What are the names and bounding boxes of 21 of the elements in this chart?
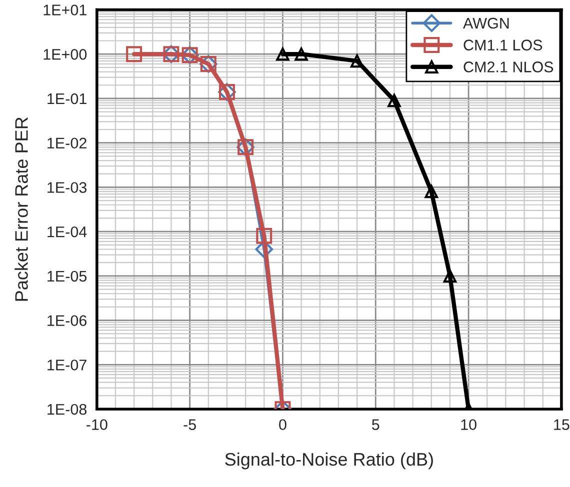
y-tick-label: 1E-03 <box>48 182 87 193</box>
x-tick-label: 10 <box>461 419 476 430</box>
y-tick-label: 1E-01 <box>48 93 86 104</box>
y-tick-label: 1E-05 <box>48 270 87 282</box>
y-tick-label: 1E+00 <box>44 48 87 60</box>
y-tick-label: 1E-07 <box>48 360 86 370</box>
x-tick-label: 15 <box>554 419 570 430</box>
legend-label: CM2.1 NLOS <box>464 62 554 72</box>
legend-label: AWGN <box>463 18 509 29</box>
y-tick-label: 1E-06 <box>48 315 87 326</box>
y-tick-label: 1E-02 <box>48 138 86 149</box>
y-tick-label: 1E-04 <box>48 226 87 238</box>
y-axis-title: Packet Error Rate PER <box>14 117 28 301</box>
x-tick-label: 5 <box>372 419 380 430</box>
x-tick-label: -5 <box>184 419 196 430</box>
y-tick-label: 1E-08 <box>48 404 87 415</box>
x-tick-label: 0 <box>279 419 286 430</box>
x-tick-label: -10 <box>86 419 108 430</box>
y-tick-label: 1E+01 <box>44 4 86 16</box>
x-axis-title: Signal-to-Noise Ratio (dB) <box>225 452 433 470</box>
legend-label: CM1.1 LOS <box>464 40 542 50</box>
